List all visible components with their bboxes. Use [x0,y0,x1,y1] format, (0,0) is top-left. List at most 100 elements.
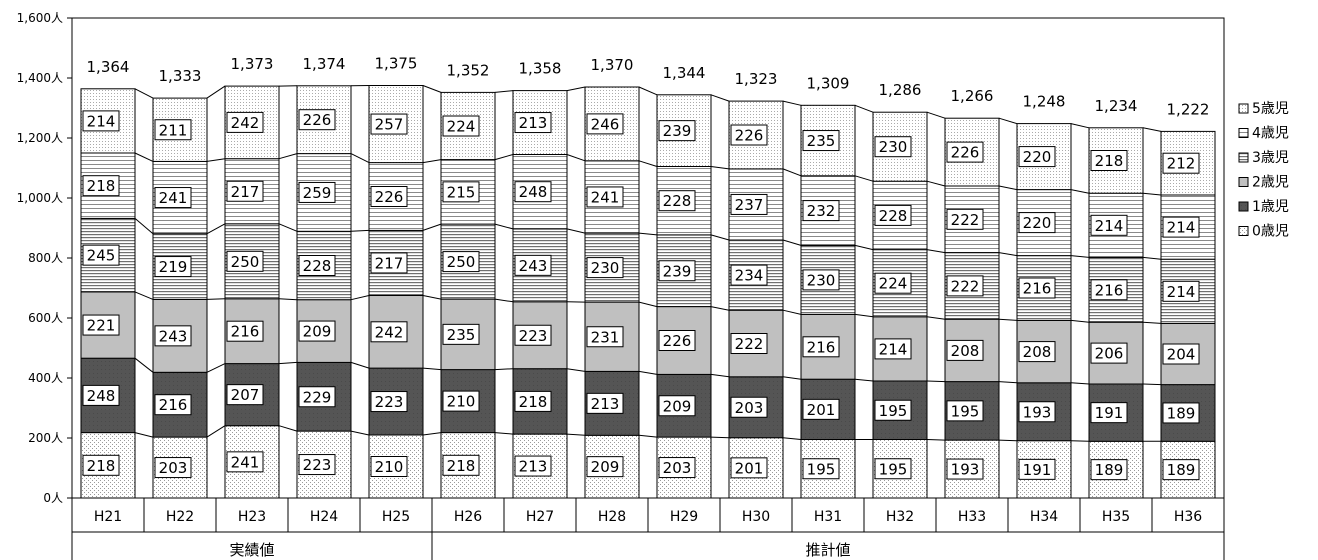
segment-label: 245 [87,247,116,265]
segment-label: 216 [1023,280,1052,298]
connector-line [350,361,370,369]
segment-label: 220 [1023,148,1052,166]
x-tick-label: H33 [958,509,986,525]
segment-label: 226 [303,111,332,129]
connector-line [422,223,442,231]
segment-label-box [514,112,552,134]
segment-label-box [154,119,192,141]
segment-labels: 218 248 221 245 218 214 203 216 243 219 241 211 241 2… [82,109,1200,481]
segment-label-box [1162,402,1200,424]
segment-label: 230 [591,259,620,277]
segment-label: 203 [663,459,692,477]
connector-line [1142,192,1162,196]
segment-label: 232 [807,202,836,220]
connector-line [782,100,802,106]
x-tick-label: H28 [598,509,626,525]
segment-label-box [82,175,120,197]
segment-label-box [730,333,768,354]
segment-label: 217 [375,254,404,272]
x-tick-label: H36 [1174,509,1202,525]
connector-line [566,368,586,372]
connector-line [1070,255,1090,258]
legend-label: 1歳児 [1252,199,1289,215]
segment-label: 222 [951,211,980,229]
legend-frame [1236,97,1314,248]
total-label: 1,373 [231,55,274,73]
connector-line [710,234,730,241]
segment-label-box [514,181,552,203]
connector-line [134,432,154,438]
segment-label: 193 [1023,403,1052,421]
segment-label: 215 [447,183,476,201]
segment-label: 229 [303,388,332,406]
segment-label-box [514,324,552,346]
segment-label-box [1162,216,1200,238]
connector-line [638,301,658,308]
segment-label-box [730,457,768,479]
connector-line [782,309,802,315]
segment-label-box [730,193,768,215]
segment-label-box [730,124,768,146]
segment-label-box [370,252,408,274]
segment-label-box [298,320,336,342]
connector-line [134,357,154,373]
x-tick-label: H30 [742,509,770,525]
connector-line [854,378,874,382]
segment-label-box [802,269,840,291]
x-tick-label: H27 [526,509,554,525]
segment-label-box [874,272,912,294]
segment-label: 228 [879,207,908,225]
x-tick-label: H32 [886,509,914,525]
segment-label: 216 [231,323,260,341]
segment-label-box [1018,341,1056,363]
connector-line [638,160,658,167]
segment-label-box [298,181,336,203]
connector-line [134,152,154,162]
connector-line [638,434,658,438]
connector-line [206,223,226,235]
segment-label: 195 [807,460,836,478]
connector-line [1070,319,1090,323]
x-tick-label: H29 [670,509,698,525]
segment-label-box [226,180,264,202]
connector-line [1070,440,1090,442]
segment-label: 226 [735,127,764,145]
segment-label: 208 [951,342,980,360]
segment-label-box [298,109,336,131]
total-label: 1,374 [303,55,346,73]
segment-label-box [82,244,120,266]
segment-label-box [154,187,192,209]
segment-label-box [370,321,408,343]
segment-label-box [1090,402,1128,424]
segment-label: 242 [231,114,260,132]
connector-line [422,432,442,436]
segment-label-box [1018,277,1056,299]
y-tick-label: 400人 [28,371,63,385]
segment-label: 241 [231,453,260,471]
segment-label-box [154,394,192,416]
x-tick-label: H22 [166,509,194,525]
segment-label-box [1018,401,1056,423]
segment-label-box [370,186,408,207]
segment-label-box [658,330,696,351]
segment-label: 250 [231,253,260,271]
segment-label-box [1090,342,1128,364]
segment-label: 228 [303,257,332,275]
segment-label-box [514,254,552,276]
connector-line [494,432,514,435]
segment-label: 241 [159,189,188,207]
y-axis: 0人 200人 400人 600人 800人 1,000人 1,200人 1,400人 1,60… [17,11,72,505]
segment-label: 214 [1095,217,1124,235]
connector-line [494,298,514,303]
segment-label-box [802,200,840,222]
y-tick-label: 1,200人 [17,131,63,145]
segment-label-box [1090,459,1128,481]
connector-line [782,376,802,380]
segment-label-box [874,136,912,158]
segment-label-box [946,400,984,422]
segment-label-box [586,392,624,414]
segment-label-box [946,208,984,230]
segment-label-box [370,391,408,413]
connector-line [854,175,874,182]
